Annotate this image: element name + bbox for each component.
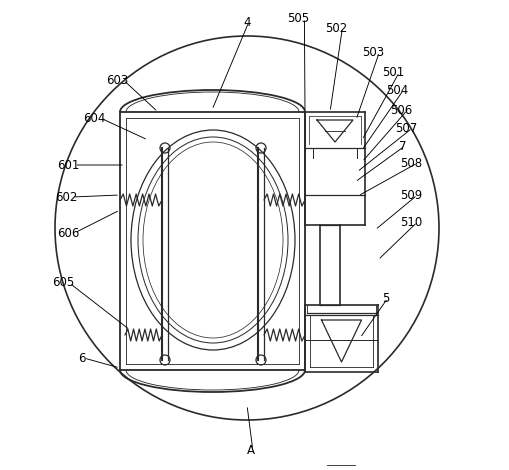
Text: 6: 6 — [78, 352, 86, 365]
Text: 4: 4 — [242, 16, 250, 29]
Text: 510: 510 — [399, 216, 421, 228]
Text: 603: 603 — [106, 73, 128, 86]
Text: 509: 509 — [399, 188, 421, 202]
Text: 501: 501 — [381, 65, 404, 78]
Text: 606: 606 — [57, 227, 79, 240]
Text: A: A — [246, 444, 254, 456]
Text: 5: 5 — [381, 291, 388, 305]
Text: 7: 7 — [398, 140, 406, 152]
Text: 507: 507 — [394, 122, 416, 134]
Text: 604: 604 — [83, 111, 105, 125]
Text: 504: 504 — [385, 84, 407, 96]
Text: 503: 503 — [361, 46, 383, 58]
Text: 506: 506 — [389, 103, 411, 117]
Text: 508: 508 — [399, 157, 421, 170]
Text: 601: 601 — [57, 158, 79, 172]
Text: 605: 605 — [52, 276, 74, 290]
Text: 502: 502 — [324, 22, 347, 34]
Text: 505: 505 — [287, 11, 308, 24]
Text: 602: 602 — [55, 190, 77, 204]
